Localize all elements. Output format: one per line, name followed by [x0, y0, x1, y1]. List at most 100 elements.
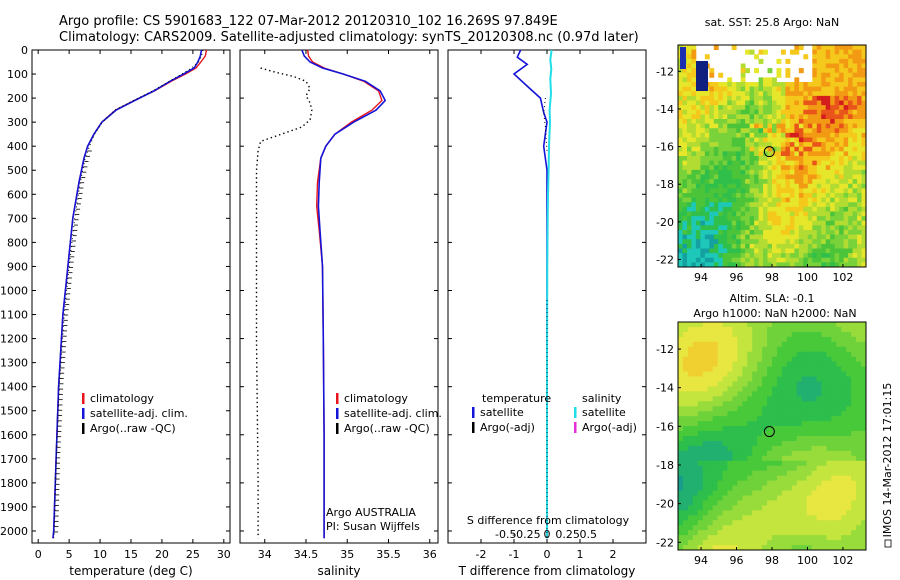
sst-cell	[718, 193, 724, 199]
sla-cell	[851, 346, 857, 353]
sla-cell	[772, 341, 778, 348]
sst-cell	[695, 109, 701, 115]
sst-cell	[678, 146, 683, 152]
sst-cell	[700, 169, 706, 175]
sla-cell	[811, 336, 817, 343]
sst-cell	[780, 202, 786, 208]
sla-cell	[856, 485, 862, 491]
sst-cell	[848, 58, 853, 64]
sla-cell	[861, 450, 866, 457]
sla-cell	[826, 366, 832, 372]
sla-cell	[757, 440, 763, 447]
sla-cell	[767, 485, 773, 491]
sst-cell	[686, 128, 692, 134]
sst-cell	[776, 142, 782, 148]
sst-cell	[825, 183, 831, 189]
sla-cell	[707, 351, 714, 358]
sst-cell	[772, 109, 777, 115]
sla-cell	[752, 520, 758, 526]
sla-cell	[742, 431, 748, 437]
sst-cell	[767, 95, 773, 101]
sst-cell	[794, 137, 800, 143]
sst-cell	[798, 100, 804, 106]
sst-cell	[776, 262, 782, 267]
sst-cell	[722, 183, 728, 189]
sla-cell	[707, 366, 714, 372]
sla-cell	[836, 495, 842, 501]
sla-cell	[796, 346, 803, 353]
sla-cell	[826, 386, 832, 392]
sst-cell	[695, 220, 701, 226]
sst-cell	[736, 193, 742, 199]
sla-cell	[767, 480, 773, 486]
sst-cell	[686, 119, 692, 125]
sst-cell	[772, 82, 777, 88]
sst-cell	[745, 262, 751, 267]
sla-cell	[816, 545, 822, 550]
sla-cell	[762, 515, 768, 521]
sla-cell	[801, 515, 808, 521]
sst-cell	[722, 257, 728, 263]
sst-cell	[785, 179, 791, 185]
sla-cell	[692, 505, 699, 511]
sst-cell	[745, 82, 751, 88]
sla-cell	[767, 530, 773, 536]
sst-cell	[736, 91, 742, 97]
sla-cell	[846, 361, 852, 368]
sla-cell	[697, 485, 704, 491]
sla-cell	[846, 500, 852, 506]
sst-cell	[839, 68, 845, 74]
sst-cell	[807, 193, 813, 199]
sst-cell	[722, 114, 728, 120]
sla-cell	[707, 426, 714, 432]
sla-cell	[776, 361, 783, 368]
sst-cell	[682, 183, 688, 189]
sla-cell	[742, 535, 748, 541]
y-tick-label: 1700	[0, 453, 28, 466]
sla-cell	[841, 376, 847, 382]
sst-cell	[745, 188, 751, 194]
sla-cell	[697, 510, 704, 516]
sst-cell	[816, 45, 822, 51]
x-tick-label: 34.5	[294, 548, 319, 561]
sst-cell	[807, 123, 813, 129]
sst-cell	[740, 128, 746, 134]
sst-cell	[798, 211, 804, 217]
sla-cell	[781, 500, 788, 506]
map-y-tick-label: -14	[656, 382, 674, 395]
sla-cell	[836, 515, 842, 521]
sst-cell	[821, 49, 827, 55]
sla-cell	[717, 421, 723, 427]
sst-cell	[812, 63, 818, 69]
sla-cell	[846, 505, 852, 511]
sla-cell	[678, 470, 684, 477]
sst-cell	[758, 156, 764, 162]
sst-cell	[740, 262, 746, 267]
sla-cell	[796, 341, 803, 348]
sla-cell	[692, 331, 699, 338]
sla-cell	[776, 520, 783, 526]
sst-cell	[848, 239, 853, 245]
sst-cell	[785, 257, 791, 263]
sla-cell	[836, 421, 842, 427]
sla-cell	[747, 515, 753, 521]
sla-cell	[772, 480, 778, 486]
sst-cell	[727, 160, 733, 166]
sla-cell	[732, 396, 738, 402]
sla-cell	[772, 331, 778, 338]
sst-cell	[691, 146, 697, 152]
sla-cell	[836, 381, 842, 387]
sla-map	[678, 322, 866, 550]
sla-cell	[821, 391, 827, 397]
sla-cell	[702, 411, 709, 417]
sla-cell	[841, 515, 847, 521]
sst-cell	[713, 225, 719, 231]
sla-cell	[781, 530, 788, 536]
sla-cell	[806, 401, 812, 407]
sla-cell	[697, 495, 704, 501]
sst-cell	[848, 95, 853, 101]
sst-cell	[754, 156, 759, 162]
sla-cell	[722, 431, 728, 437]
sst-cell	[727, 137, 733, 143]
sst-cell	[821, 183, 827, 189]
